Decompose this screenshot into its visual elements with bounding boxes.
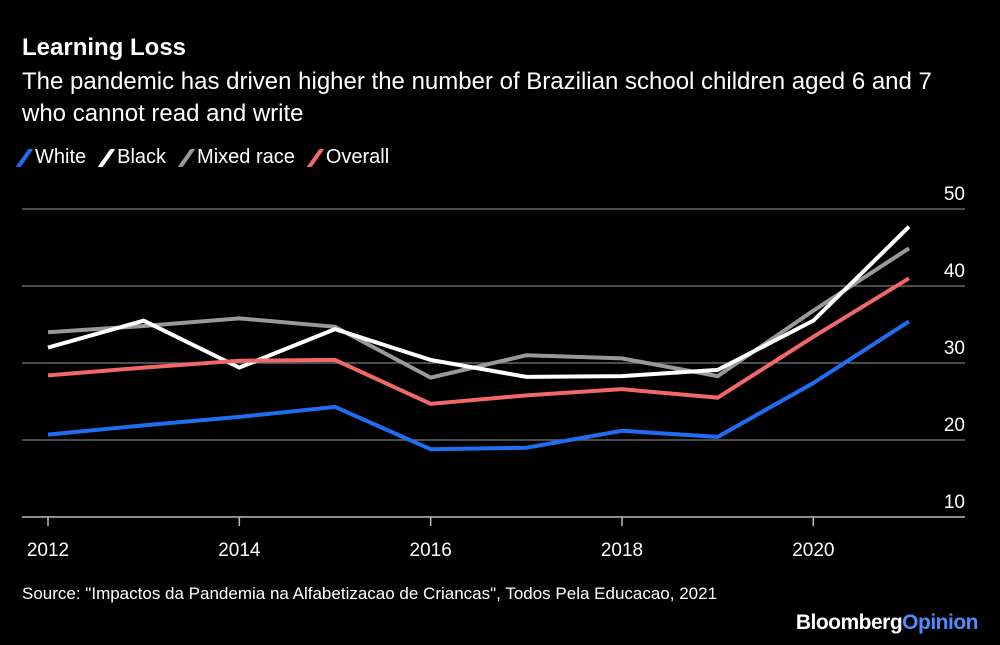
legend-label: Mixed race <box>197 146 295 168</box>
legend: White Black Mixed race Overall <box>15 146 390 169</box>
series-line-black <box>47 225 911 379</box>
x-tick-label: 2012 <box>27 540 69 561</box>
legend-item-black: Black <box>97 146 167 169</box>
y-tick-label: 20 <box>944 415 965 436</box>
x-tick-label: 2014 <box>218 540 261 561</box>
chart-subtitle: The pandemic has driven higher the numbe… <box>22 68 932 127</box>
x-tick-label: 2018 <box>601 540 643 561</box>
legend-label: Overall <box>325 146 390 168</box>
series-line-white <box>47 319 911 452</box>
logo-part1: Bloomberg <box>795 611 903 634</box>
series-line-overall <box>47 276 911 406</box>
y-tick-label: 10 <box>944 492 965 513</box>
source-note: Source: "Impactos da Pandemia na Alfabet… <box>22 584 718 603</box>
bloomberg-opinion-logo: BloombergOpinion <box>795 611 979 635</box>
legend-label: Black <box>117 146 167 168</box>
legend-item-white: White <box>15 146 87 169</box>
x-tick-label: 2020 <box>792 540 834 561</box>
chart-title: Learning Loss <box>22 34 187 61</box>
legend-label: White <box>35 146 87 168</box>
legend-item-overall: Overall <box>306 146 390 169</box>
x-tick-label: 2016 <box>410 540 452 561</box>
logo-part2: Opinion <box>902 611 978 634</box>
y-tick-label: 50 <box>944 184 965 205</box>
y-tick-label: 40 <box>944 261 965 282</box>
legend-item-mixed-race: Mixed race <box>177 146 295 169</box>
y-tick-label: 30 <box>944 338 965 359</box>
